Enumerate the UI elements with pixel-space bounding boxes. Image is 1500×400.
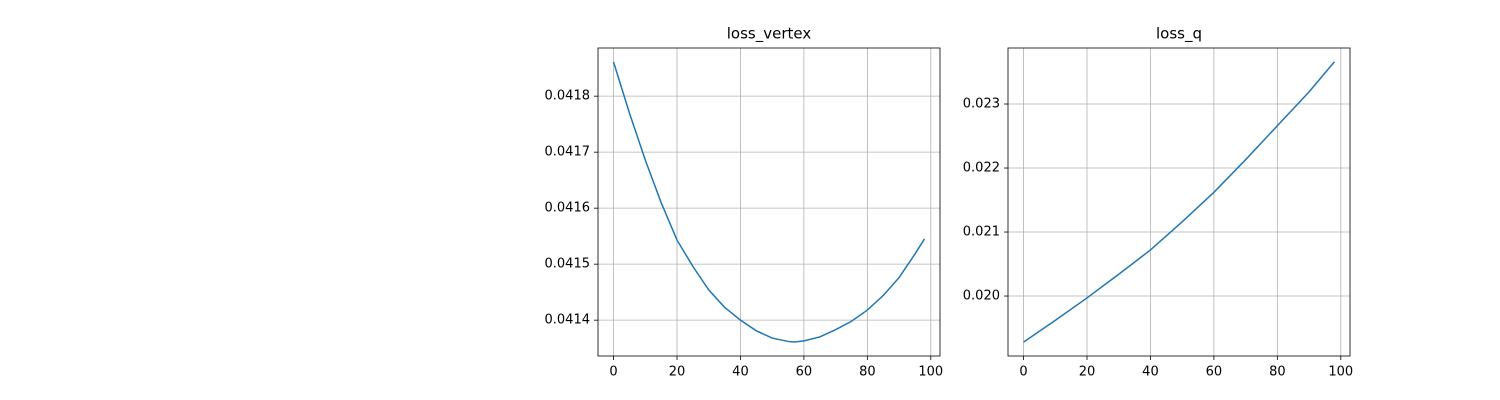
x-tick-label: 100 — [1328, 365, 1353, 380]
chart-title: loss_q — [1156, 25, 1202, 44]
y-tick-label: 0.0415 — [545, 257, 591, 272]
x-tick-label: 20 — [1079, 365, 1096, 380]
y-tick-label: 0.0417 — [545, 145, 591, 160]
y-tick-label: 0.0416 — [545, 201, 591, 216]
y-tick-label: 0.0414 — [545, 313, 591, 328]
y-tick-label: 0.023 — [963, 97, 1000, 112]
x-tick-label: 100 — [918, 365, 943, 380]
y-tick-label: 0.020 — [963, 289, 1000, 304]
data-line — [1023, 61, 1336, 343]
axes-frame — [597, 47, 941, 357]
x-tick-label: 80 — [859, 365, 876, 380]
x-tick-label: 0 — [609, 365, 617, 380]
y-tick-label: 0.022 — [963, 161, 1000, 176]
x-tick-label: 0 — [1019, 365, 1027, 380]
y-tick-label: 0.0418 — [545, 89, 591, 104]
chart-title: loss_vertex — [727, 25, 812, 44]
x-tick-label: 60 — [1206, 365, 1223, 380]
x-tick-label: 40 — [1142, 365, 1159, 380]
axes-frame — [1007, 47, 1351, 357]
y-tick-label: 0.021 — [963, 225, 1000, 240]
data-line — [612, 61, 926, 343]
x-tick-label: 80 — [1269, 365, 1286, 380]
x-tick-label: 60 — [796, 365, 813, 380]
x-tick-label: 40 — [732, 365, 749, 380]
x-tick-label: 20 — [669, 365, 686, 380]
